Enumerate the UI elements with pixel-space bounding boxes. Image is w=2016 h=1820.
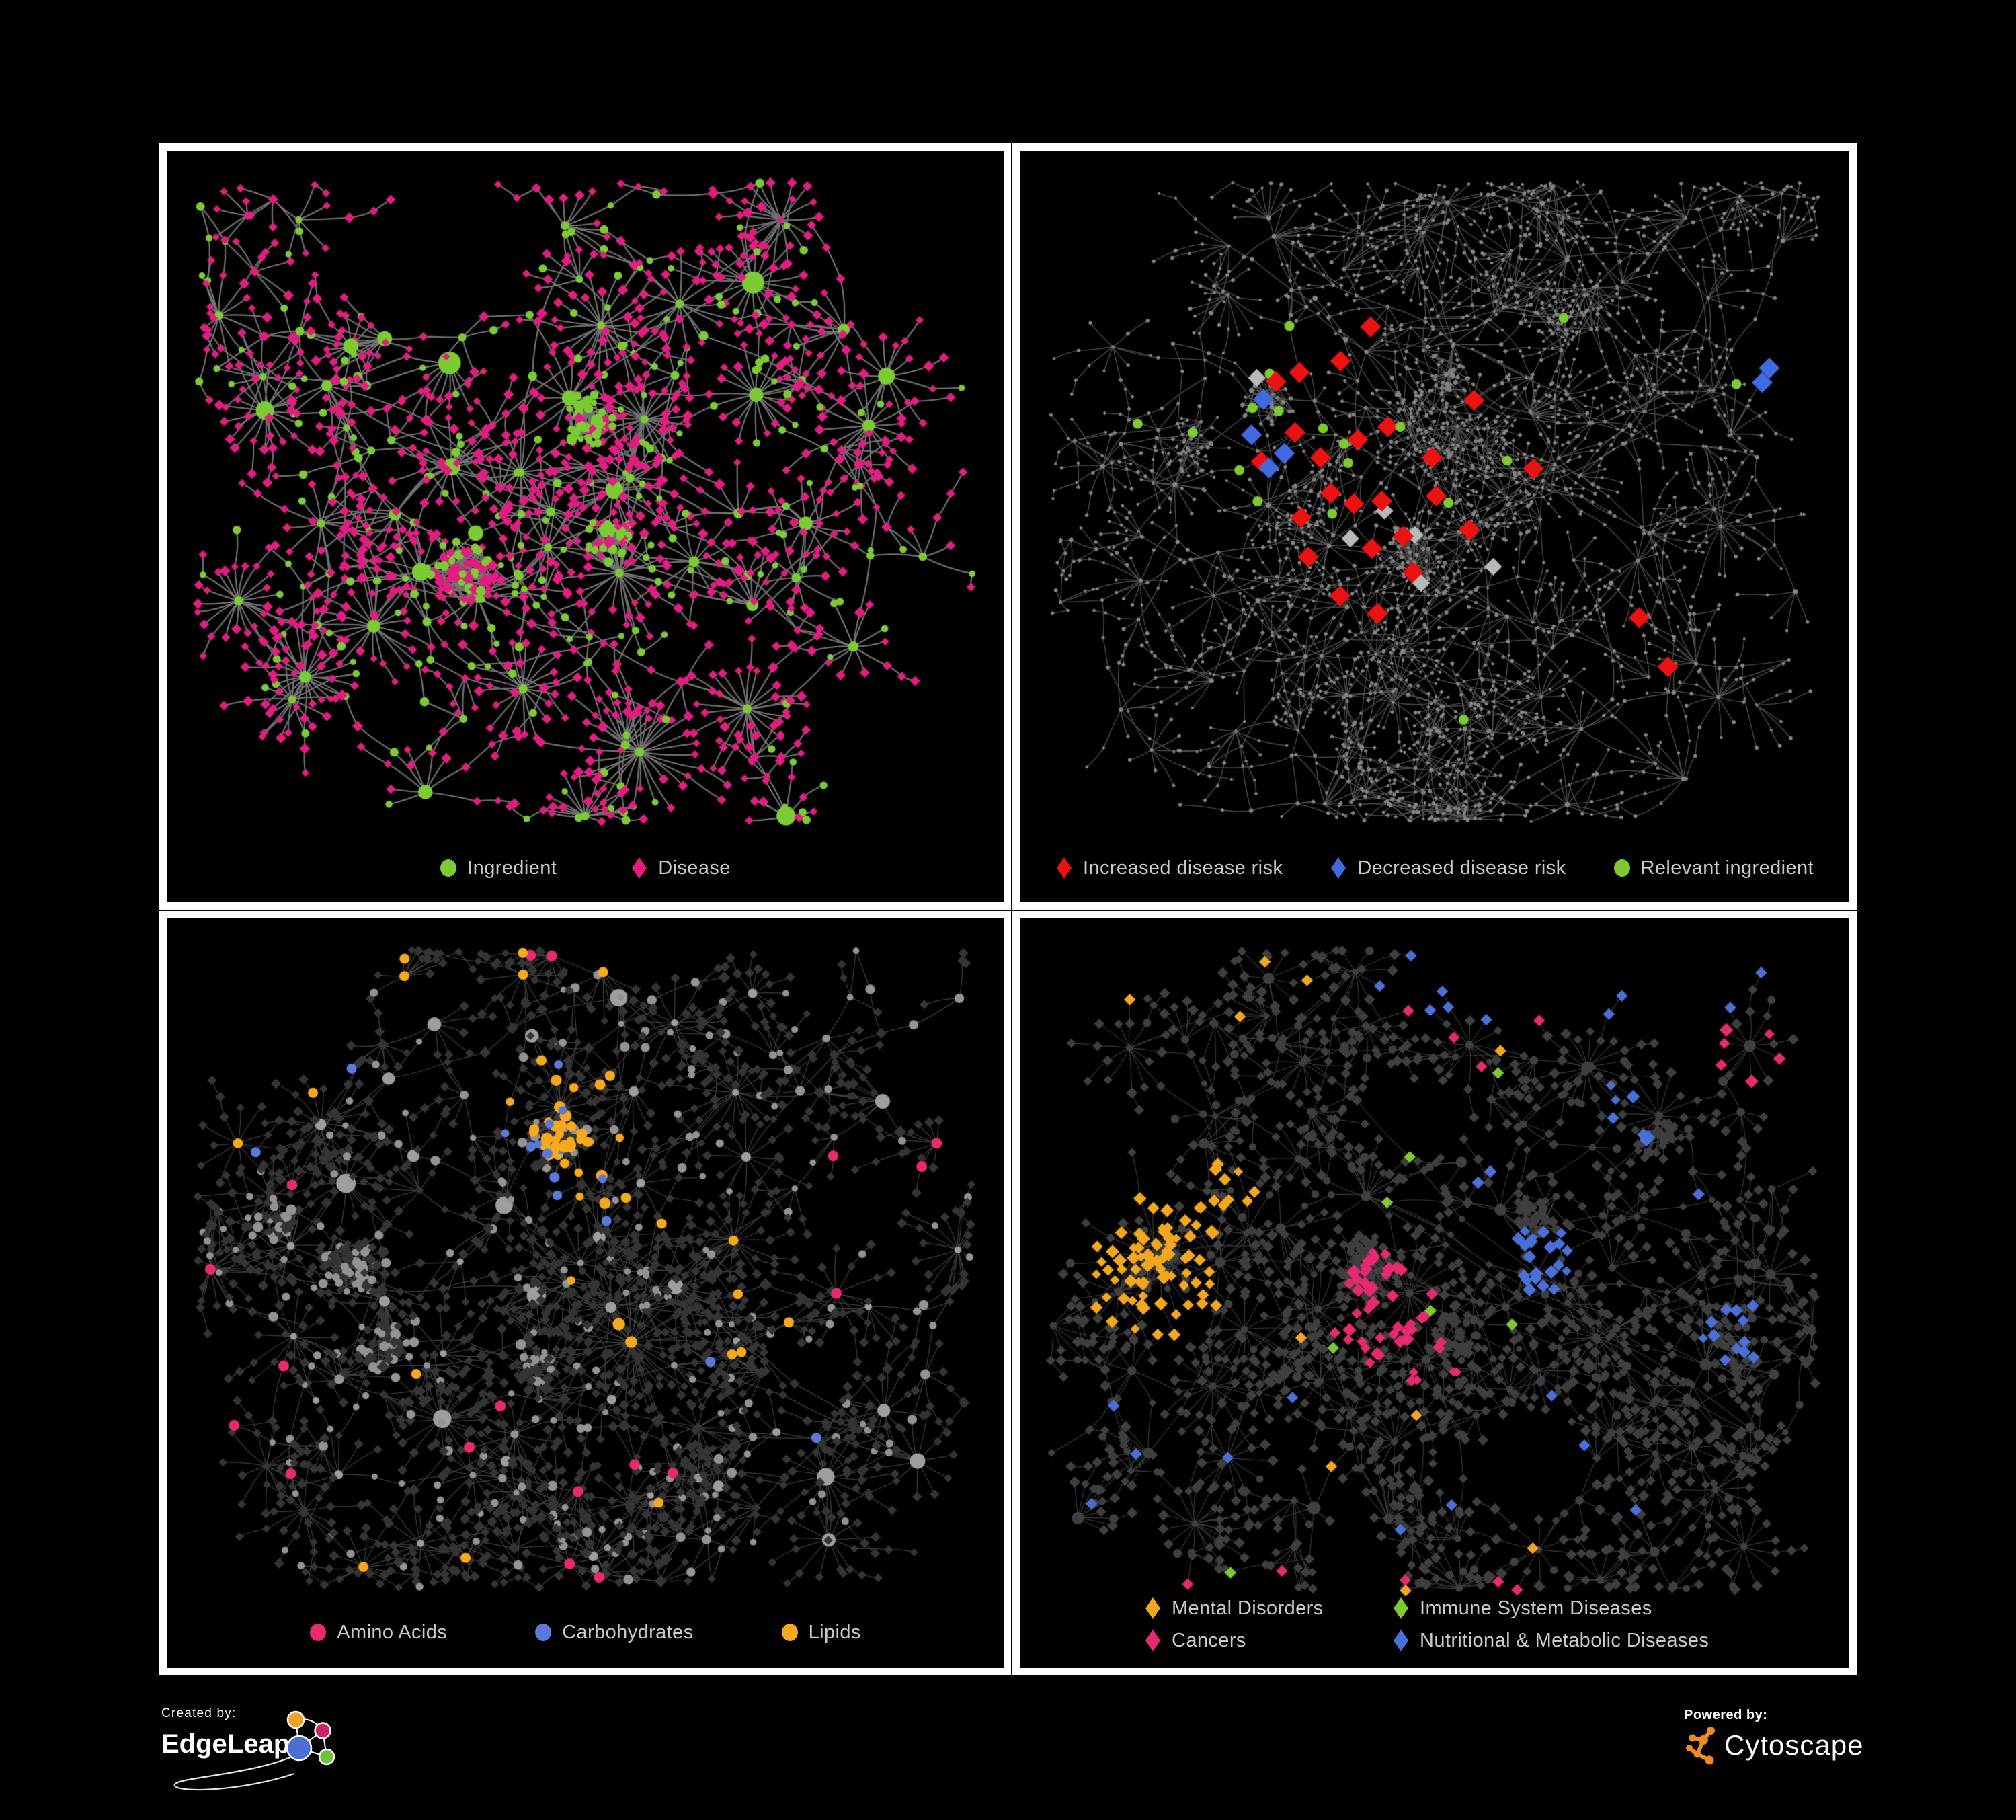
circle-marker <box>1613 859 1630 877</box>
network-canvas-nutrient-classes <box>167 918 1004 1668</box>
network-canvas-disease-risk <box>1020 151 1849 902</box>
diamond-marker <box>1394 1597 1408 1619</box>
legend-item-nutritional-metabolic-diseases: Nutritional & Metabolic Diseases <box>1392 1629 1709 1652</box>
legend-item-increased-disease-risk: Increased disease risk <box>1055 857 1283 879</box>
legend-label: Lipids <box>808 1621 861 1643</box>
panel-disease-risk: Increased disease risk Decreased disease … <box>1012 143 1857 910</box>
legend-label: Increased disease risk <box>1082 857 1283 879</box>
legend-item-disease: Disease <box>631 857 731 879</box>
legend-label: Immune System Diseases <box>1420 1597 1652 1619</box>
legend-item-mental-disorders: Mental Disorders <box>1144 1597 1392 1620</box>
legend-label: Carbohydrates <box>562 1621 694 1643</box>
diamond-marker <box>1394 1630 1408 1651</box>
panel-ingredient-disease: Ingredient Disease <box>159 143 1011 910</box>
legend-item-immune-system-diseases: Immune System Diseases <box>1392 1597 1709 1620</box>
legend-item-carbohydrates: Carbohydrates <box>534 1621 693 1644</box>
legend-label: Decreased disease risk <box>1357 857 1566 879</box>
legend-label: Relevant ingredient <box>1640 857 1814 879</box>
legend-disease-risk: Increased disease risk Decreased disease … <box>1020 857 1849 879</box>
legend-label: Amino Acids <box>337 1621 448 1643</box>
network-canvas-ingredient-disease <box>167 151 1004 902</box>
created-by-label: Created by: <box>161 1706 237 1720</box>
diamond-marker <box>1145 1630 1160 1651</box>
legend-item-amino-acids: Amino Acids <box>309 1621 447 1644</box>
legend-item-lipids: Lipids <box>781 1621 861 1644</box>
legend-label: Ingredient <box>467 857 557 879</box>
legend-ingredient-disease: Ingredient Disease <box>167 857 1004 879</box>
circle-marker <box>535 1624 552 1641</box>
circle-marker <box>310 1624 327 1641</box>
circle-marker <box>440 859 457 877</box>
credit-left: Created by: EdgeLeap <box>161 1706 417 1807</box>
credit-right: Powered by: Cytosc <box>1684 1708 1886 1782</box>
edgeleap-wordmark: EdgeLeap <box>161 1729 290 1759</box>
legend-label: Nutritional & Metabolic Diseases <box>1420 1629 1709 1651</box>
panel-nutrient-classes: Amino Acids Carbohydrates Lipids <box>159 911 1011 1675</box>
legend-nutrient-classes: Amino Acids Carbohydrates Lipids <box>167 1621 1004 1644</box>
diamond-marker <box>1056 857 1072 879</box>
legend-label: Disease <box>658 857 731 879</box>
cytoscape-wordmark: Cytoscape <box>1724 1729 1864 1761</box>
legend-label: Cancers <box>1172 1629 1246 1651</box>
diamond-marker <box>632 857 647 879</box>
legend-item-ingredient: Ingredient <box>440 857 557 879</box>
diamond-marker <box>1331 857 1346 879</box>
legend-disease-classes: Mental Disorders Immune System Diseases Ca… <box>1144 1597 1709 1652</box>
legend-label: Mental Disorders <box>1172 1597 1324 1619</box>
legend-item-relevant-ingredient: Relevant ingredient <box>1613 857 1814 879</box>
panel-disease-classes: Mental Disorders Immune System Diseases Ca… <box>1012 911 1857 1675</box>
legend-item-decreased-disease-risk: Decreased disease risk <box>1330 857 1566 879</box>
legend-item-cancers: Cancers <box>1144 1629 1392 1652</box>
diamond-marker <box>1145 1597 1160 1619</box>
network-canvas-disease-classes <box>1020 918 1849 1668</box>
cytoscape-icon <box>1686 1727 1715 1765</box>
powered-by-label: Powered by: <box>1684 1708 1768 1723</box>
circle-marker <box>781 1624 798 1641</box>
